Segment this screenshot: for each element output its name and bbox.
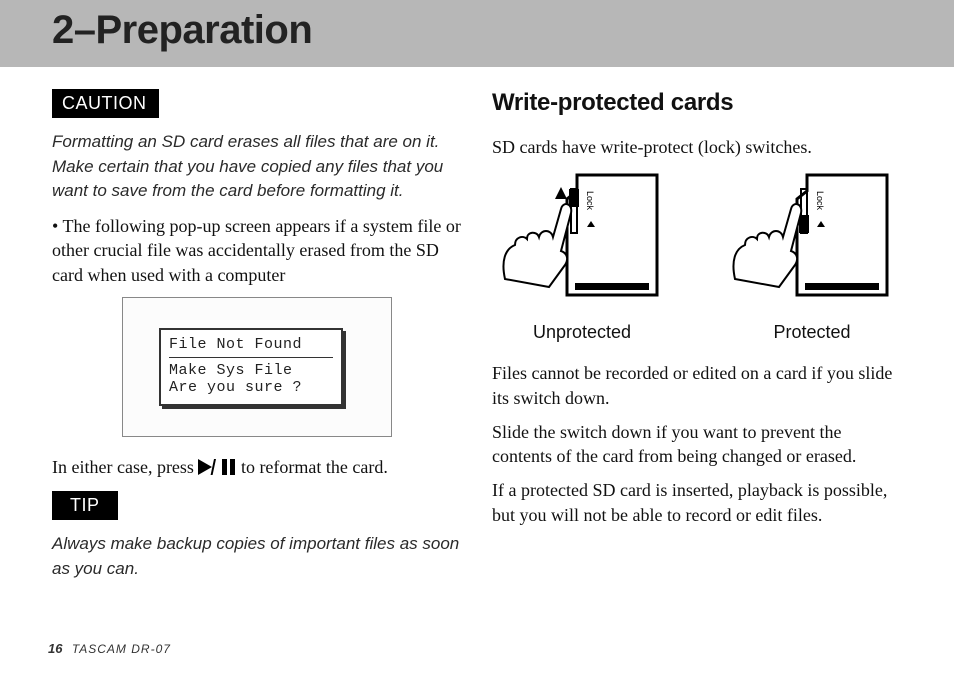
protected-label: Protected <box>727 322 897 343</box>
tip-text: Always make backup copies of important f… <box>52 532 462 581</box>
right-column: Write-protected cards SD cards have writ… <box>492 89 906 591</box>
lcd-line-1: File Not Found <box>169 336 333 358</box>
section-title: Write-protected cards <box>492 89 902 117</box>
para-2: Slide the switch down if you want to pre… <box>492 420 902 469</box>
chapter-header: 2–Preparation <box>0 0 954 67</box>
press-after: to reformat the card. <box>236 457 387 477</box>
para-1: Files cannot be recorded or edited on a … <box>492 361 902 410</box>
two-column-layout: CAUTION Formatting an SD card erases all… <box>48 89 906 591</box>
bullet-text: • The following pop-up screen appears if… <box>52 214 462 287</box>
press-before: In either case, press <box>52 457 198 477</box>
intro-text: SD cards have write-protect (lock) switc… <box>492 135 902 159</box>
page-footer: 16 TASCAM DR-07 <box>48 641 171 656</box>
para-3: If a protected SD card is inserted, play… <box>492 478 902 527</box>
caution-badge: CAUTION <box>52 89 159 118</box>
sd-card-figure-row: Lock Unprotected <box>492 169 902 343</box>
unprotected-label: Unprotected <box>497 322 667 343</box>
left-column: CAUTION Formatting an SD card erases all… <box>48 89 462 591</box>
tip-badge: TIP <box>52 491 118 520</box>
sd-protected: Lock Protected <box>727 169 897 343</box>
sd-unprotected: Lock Unprotected <box>497 169 667 343</box>
play-pause-icon <box>198 457 236 481</box>
caution-text: Formatting an SD card erases all files t… <box>52 130 462 204</box>
lcd-line-3: Are you sure ? <box>169 379 333 396</box>
sd-unprotected-icon: Lock <box>497 169 667 309</box>
lcd-line-2: Make Sys File <box>169 362 333 379</box>
sd-protected-icon: Lock <box>727 169 897 309</box>
model-name: TASCAM DR-07 <box>72 642 171 656</box>
lcd-dialog: File Not Found Make Sys File Are you sur… <box>159 328 343 406</box>
lock-label: Lock <box>585 191 595 211</box>
chapter-title: 2–Preparation <box>52 8 906 53</box>
page-number: 16 <box>48 641 62 656</box>
lcd-screenshot: File Not Found Make Sys File Are you sur… <box>52 297 462 437</box>
press-instruction: In either case, press to reformat the ca… <box>52 455 462 481</box>
lock-label: Lock <box>815 191 825 211</box>
